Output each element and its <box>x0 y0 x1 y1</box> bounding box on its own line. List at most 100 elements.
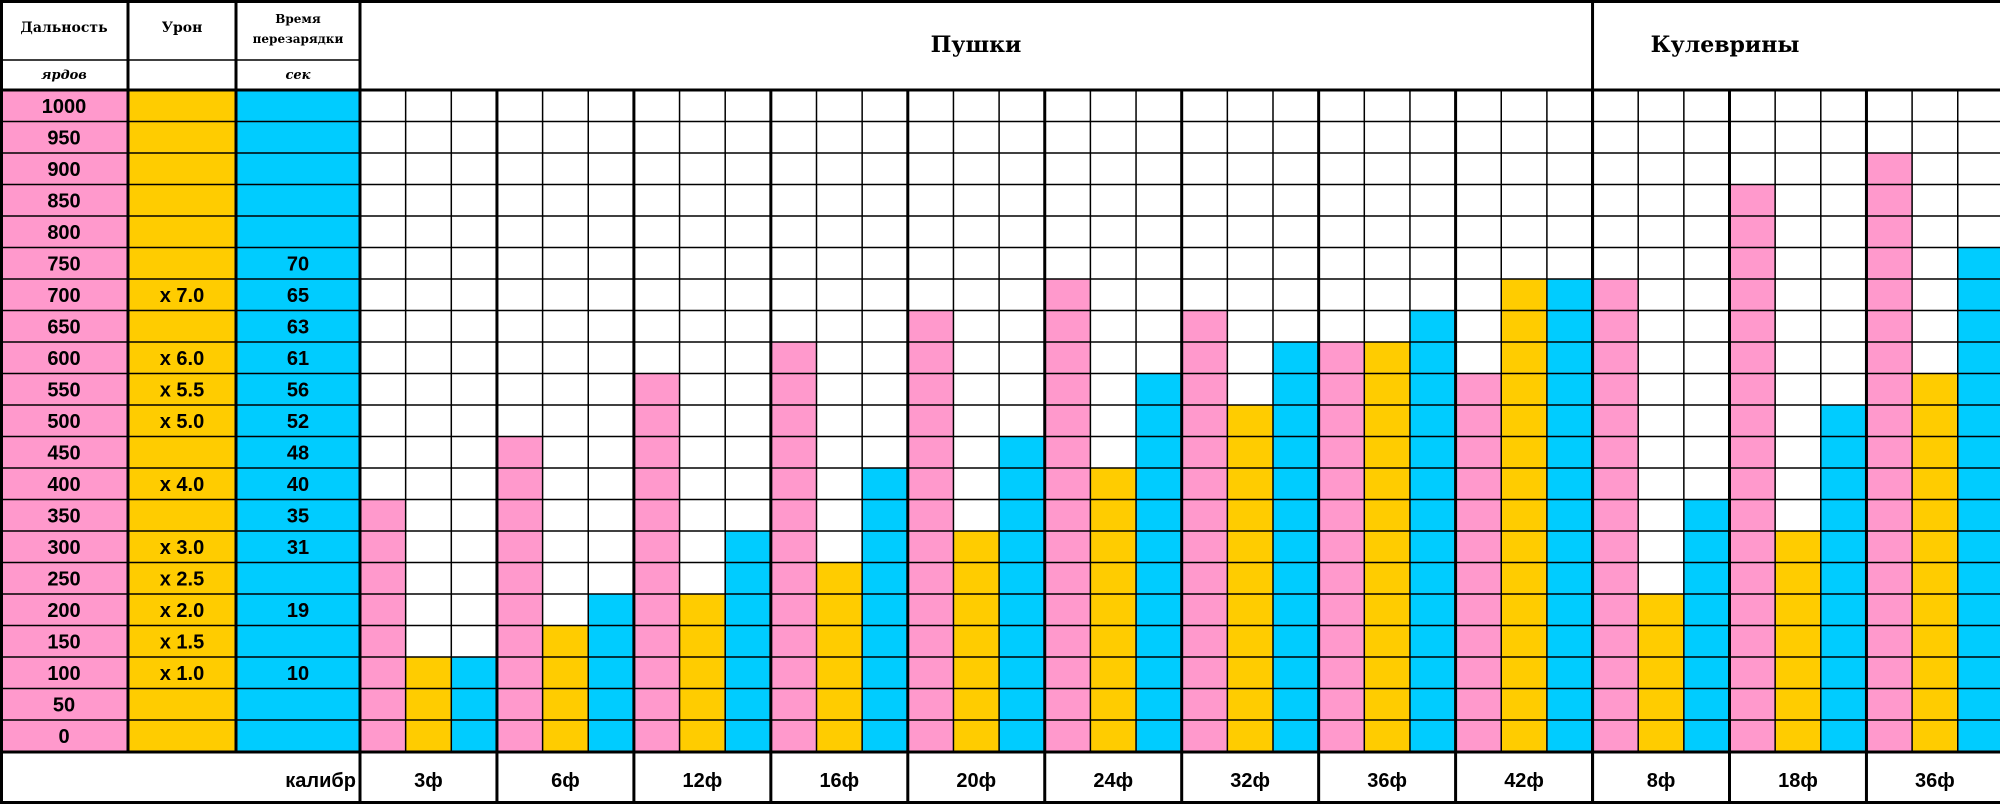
damage-cell <box>128 184 236 216</box>
range-row-label: 750 <box>47 253 80 275</box>
damage-row-label: x 3.0 <box>160 537 204 559</box>
damage-cell <box>128 279 236 311</box>
reload-header-line1: Время <box>275 12 321 26</box>
caliber-axis-label: калибр <box>285 770 356 792</box>
range-row-label: 0 <box>58 726 69 748</box>
reload-cell <box>236 247 360 279</box>
reload-row-label: 40 <box>287 474 309 496</box>
reload-cell <box>236 562 360 594</box>
range-cell <box>0 342 128 374</box>
reload-cell <box>236 216 360 248</box>
reload-cell <box>236 499 360 531</box>
reload-row-label: 63 <box>287 316 309 338</box>
caliber-label: 24ф <box>1093 770 1133 792</box>
range-unit: ярдов <box>41 68 87 83</box>
reload-cell <box>236 90 360 122</box>
damage-cell <box>128 720 236 752</box>
damage-cell <box>128 121 236 153</box>
range-row-label: 650 <box>47 316 80 338</box>
caliber-label: 12ф <box>683 770 723 792</box>
bar-damage-12ф <box>679 594 726 752</box>
bar-range-36ф <box>1866 153 1913 752</box>
range-cell <box>0 468 128 500</box>
caliber-label: 32ф <box>1230 770 1270 792</box>
range-cell <box>0 90 128 122</box>
reload-cell <box>236 436 360 468</box>
bar-reload-18ф <box>1820 405 1867 752</box>
range-row-label: 900 <box>47 159 80 181</box>
damage-row-label: x 4.0 <box>160 474 204 496</box>
damage-row-label: x 7.0 <box>160 285 204 307</box>
damage-cell <box>128 405 236 437</box>
range-cell <box>0 625 128 657</box>
reload-row-label: 19 <box>287 600 309 622</box>
reload-cell <box>236 121 360 153</box>
reload-cell <box>236 531 360 563</box>
bar-damage-36ф <box>1364 342 1410 752</box>
damage-cell <box>128 153 236 185</box>
bar-damage-20ф <box>953 531 1000 752</box>
range-row-label: 700 <box>47 285 80 307</box>
reload-row-label: 52 <box>287 411 309 433</box>
range-cell <box>0 436 128 468</box>
damage-cell <box>128 216 236 248</box>
reload-cell <box>236 657 360 689</box>
bar-range-36ф <box>1318 342 1365 752</box>
reload-unit: сек <box>286 68 311 83</box>
reload-cell <box>236 342 360 374</box>
reload-cell <box>236 625 360 657</box>
bar-reload-16ф <box>862 468 908 752</box>
damage-cell <box>128 310 236 342</box>
range-row-label: 950 <box>47 127 80 149</box>
reload-row-label: 65 <box>287 285 309 307</box>
damage-row-label: x 6.0 <box>160 348 204 370</box>
reload-cell <box>236 279 360 311</box>
culverins-group-title: Кулеврины <box>1651 32 1800 58</box>
range-cell <box>0 531 128 563</box>
range-cell <box>0 594 128 626</box>
reload-header-line2: перезарядки <box>253 32 344 46</box>
guns-group-title: Пушки <box>931 32 1022 58</box>
range-row-label: 300 <box>47 537 80 559</box>
reload-cell <box>236 184 360 216</box>
bar-reload-42ф <box>1546 279 1593 752</box>
reload-cell <box>236 373 360 405</box>
reload-row-label: 70 <box>287 253 309 275</box>
reload-cell <box>236 720 360 752</box>
damage-cell <box>128 688 236 720</box>
damage-header: Урон <box>162 20 203 36</box>
caliber-label: 20ф <box>956 770 996 792</box>
range-cell <box>0 657 128 689</box>
reload-row-label: 61 <box>287 348 309 370</box>
bar-range-16ф <box>770 342 817 752</box>
damage-row-label: x 1.0 <box>160 663 204 685</box>
caliber-label: 42ф <box>1504 770 1544 792</box>
caliber-label: 8ф <box>1647 770 1676 792</box>
reload-cell <box>236 688 360 720</box>
range-cell <box>0 499 128 531</box>
range-cell <box>0 153 128 185</box>
bar-damage-8ф <box>1638 594 1684 752</box>
caliber-label: 3ф <box>414 770 443 792</box>
range-row-label: 550 <box>47 379 80 401</box>
bar-reload-12ф <box>725 531 771 752</box>
range-cell <box>0 310 128 342</box>
range-cell <box>0 562 128 594</box>
damage-cell <box>128 562 236 594</box>
reload-cell <box>236 405 360 437</box>
range-cell <box>0 688 128 720</box>
bar-damage-24ф <box>1090 468 1137 752</box>
range-cell <box>0 720 128 752</box>
range-row-label: 50 <box>53 694 75 716</box>
damage-cell <box>128 625 236 657</box>
reload-row-label: 48 <box>287 442 309 464</box>
range-cell <box>0 247 128 279</box>
bar-damage-42ф <box>1501 279 1547 752</box>
reload-row-label: 56 <box>287 379 309 401</box>
range-row-label: 450 <box>47 442 80 464</box>
range-row-label: 600 <box>47 348 80 370</box>
range-row-label: 500 <box>47 411 80 433</box>
damage-cell <box>128 90 236 122</box>
reload-row-label: 10 <box>287 663 309 685</box>
